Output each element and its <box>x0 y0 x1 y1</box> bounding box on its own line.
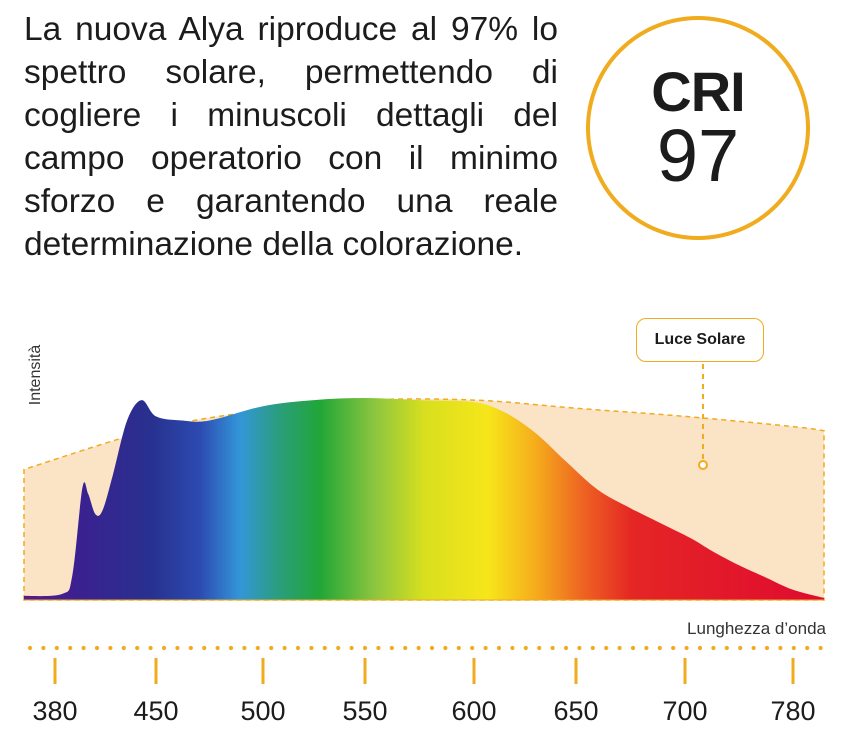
axis-dot <box>778 645 783 651</box>
axis-dot <box>188 645 193 651</box>
axis-dot <box>657 645 662 651</box>
axis-dot <box>108 645 113 651</box>
axis-dot <box>255 645 260 651</box>
x-tick-label-550: 550 <box>342 696 388 726</box>
x-axis-ticks <box>53 658 795 684</box>
axis-dot <box>644 645 649 651</box>
x-axis-dotted-line <box>27 645 823 651</box>
axis-dot <box>738 645 743 651</box>
axis-dot <box>228 645 234 651</box>
axis-dot <box>671 645 676 651</box>
axis-dot <box>805 645 810 651</box>
axis-dot <box>818 645 823 651</box>
x-tick-label-650: 650 <box>553 696 599 726</box>
axis-dot <box>496 645 502 651</box>
axis-dot <box>764 645 770 651</box>
axis-dot <box>510 645 515 651</box>
axis-dot <box>242 645 247 651</box>
axis-dot <box>94 645 100 651</box>
axis-dot <box>362 645 368 651</box>
axis-dot <box>429 645 435 651</box>
axis-dot <box>604 645 609 651</box>
x-tick-label-700: 700 <box>662 696 708 726</box>
axis-dot <box>684 645 689 651</box>
series-area-spectrum <box>24 398 824 600</box>
axis-dot <box>470 645 475 651</box>
axis-dot <box>550 645 555 651</box>
x-tick-label-380: 380 <box>32 696 78 726</box>
axis-dot <box>389 645 394 651</box>
axis-dot <box>711 645 716 651</box>
cri-label: CRI <box>651 60 745 123</box>
intro-text: La nuova Alya riproduce al 97% lo spettr… <box>24 11 558 263</box>
axis-dot <box>161 645 167 651</box>
x-tick-label-600: 600 <box>451 696 497 726</box>
axis-dot <box>791 645 796 651</box>
axis-dot <box>41 645 46 651</box>
x-axis-label: Lunghezza d’onda <box>687 619 826 638</box>
axis-dot <box>282 645 287 651</box>
cri-badge: CRI 97 <box>586 16 810 240</box>
x-axis <box>27 645 823 684</box>
axis-dot <box>68 645 73 651</box>
spectrum-chart <box>23 364 825 601</box>
axis-dot <box>403 645 408 651</box>
axis-dot <box>617 645 622 651</box>
axis-dot <box>443 645 448 651</box>
axis-dot <box>376 645 381 651</box>
axis-dot <box>630 645 636 651</box>
axis-dot <box>697 645 703 651</box>
axis-dot <box>295 645 301 651</box>
axis-dot <box>175 645 180 651</box>
axis-dot <box>577 645 582 651</box>
axis-dot <box>135 645 140 651</box>
axis-dot <box>563 645 569 651</box>
axis-dot <box>523 645 528 651</box>
axis-dot <box>27 645 33 651</box>
x-tick-label-450: 450 <box>133 696 179 726</box>
axis-dot <box>537 645 542 651</box>
axis-dot <box>202 645 207 651</box>
x-tick-label-780: 780 <box>770 696 816 726</box>
axis-dot <box>309 645 314 651</box>
axis-dot <box>336 645 341 651</box>
axis-dot <box>121 645 126 651</box>
axis-dot <box>54 645 59 651</box>
cri-value: 97 <box>656 114 740 197</box>
x-tick-label-500: 500 <box>240 696 286 726</box>
axis-dot <box>483 645 488 651</box>
legend-anchor-dot <box>698 460 708 470</box>
axis-dot <box>322 645 327 651</box>
axis-dot <box>590 645 595 651</box>
axis-dot <box>456 645 461 651</box>
axis-dot <box>349 645 354 651</box>
axis-dot <box>269 645 274 651</box>
axis-dot <box>416 645 421 651</box>
axis-dot <box>81 645 86 651</box>
legend-luce-solare: Luce Solare <box>636 318 764 362</box>
axis-dot <box>148 645 153 651</box>
axis-dot <box>215 645 220 651</box>
axis-dot <box>751 645 756 651</box>
axis-dot <box>724 645 729 651</box>
